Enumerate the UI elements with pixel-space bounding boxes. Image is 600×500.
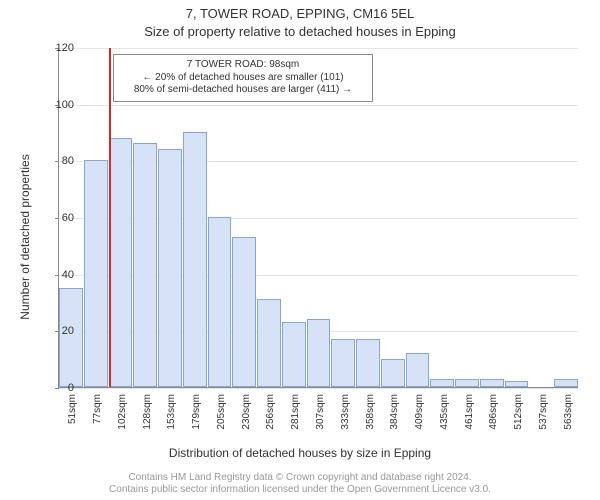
chart-title-address: 7, TOWER ROAD, EPPING, CM16 5EL (0, 6, 600, 21)
histogram-bar (232, 237, 256, 387)
ytick-label: 60 (44, 212, 74, 224)
ytick-label: 40 (44, 269, 74, 281)
x-axis-label: Distribution of detached houses by size … (0, 446, 600, 460)
footer-attribution: Contains HM Land Registry data © Crown c… (0, 472, 600, 496)
ytick-label: 80 (44, 155, 74, 167)
histogram-bar (257, 299, 281, 387)
xtick-label: 537sqm (538, 394, 549, 444)
xtick-label: 333sqm (340, 394, 351, 444)
y-axis-label: Number of detached properties (18, 97, 32, 377)
gridline (59, 48, 578, 49)
gridline (59, 105, 578, 106)
annotation-line3: 80% of semi-detached houses are larger (… (120, 84, 366, 97)
xtick-label: 51sqm (67, 394, 78, 444)
xtick-label: 205sqm (216, 394, 227, 444)
xtick-label: 77sqm (92, 394, 103, 444)
histogram-bar (455, 379, 479, 388)
footer-line2: Contains public sector information licen… (0, 484, 600, 496)
histogram-bar (406, 353, 430, 387)
xtick-label: 153sqm (166, 394, 177, 444)
annotation-line1: 7 TOWER ROAD: 98sqm (120, 59, 366, 72)
histogram-bar (282, 322, 306, 387)
gridline (59, 388, 578, 389)
histogram-bar (381, 359, 405, 387)
histogram-bar (331, 339, 355, 387)
xtick-label: 409sqm (414, 394, 425, 444)
xtick-label: 512sqm (513, 394, 524, 444)
histogram-bar (430, 379, 454, 388)
xtick-label: 358sqm (365, 394, 376, 444)
histogram-bar (208, 217, 232, 387)
histogram-bar (356, 339, 380, 387)
ytick-label: 100 (44, 99, 74, 111)
histogram-bar (109, 138, 133, 387)
histogram-bar (554, 379, 578, 388)
ytick-label: 0 (44, 382, 74, 394)
ytick-label: 120 (44, 42, 74, 54)
histogram-bar (505, 381, 529, 387)
xtick-label: 435sqm (439, 394, 450, 444)
chart-container: 7, TOWER ROAD, EPPING, CM16 5EL Size of … (0, 0, 600, 500)
xtick-label: 307sqm (315, 394, 326, 444)
xtick-label: 461sqm (464, 394, 475, 444)
chart-title-subtitle: Size of property relative to detached ho… (0, 24, 600, 39)
histogram-bar (133, 143, 157, 387)
xtick-label: 281sqm (290, 394, 301, 444)
histogram-bar (158, 149, 182, 387)
xtick-label: 486sqm (488, 394, 499, 444)
histogram-bar (59, 288, 83, 387)
ytick-label: 20 (44, 325, 74, 337)
xtick-label: 230sqm (241, 394, 252, 444)
xtick-label: 256sqm (265, 394, 276, 444)
footer-line1: Contains HM Land Registry data © Crown c… (0, 472, 600, 484)
xtick-label: 102sqm (117, 394, 128, 444)
xtick-label: 128sqm (142, 394, 153, 444)
xtick-label: 179sqm (191, 394, 202, 444)
property-size-marker (109, 48, 111, 387)
annotation-line2: ← 20% of detached houses are smaller (10… (120, 72, 366, 85)
histogram-bar (84, 160, 108, 387)
annotation-box: 7 TOWER ROAD: 98sqm← 20% of detached hou… (113, 54, 373, 102)
histogram-bar (307, 319, 331, 387)
histogram-bar (183, 132, 207, 387)
histogram-bar (480, 379, 504, 388)
xtick-label: 563sqm (563, 394, 574, 444)
plot-area: 7 TOWER ROAD: 98sqm← 20% of detached hou… (58, 48, 578, 388)
xtick-label: 384sqm (389, 394, 400, 444)
